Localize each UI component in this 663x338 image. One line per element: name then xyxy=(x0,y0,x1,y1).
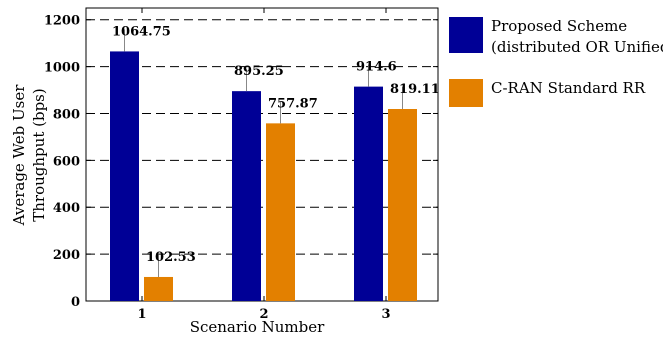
y-axis-label-line: Average Web User xyxy=(10,84,28,227)
legend-label-line: C-RAN Standard RR xyxy=(491,79,646,97)
y-tick-label: 1000 xyxy=(44,61,80,76)
legend-swatch-proposed xyxy=(449,17,483,53)
y-axis-label-line: Throughput (bps) xyxy=(30,88,48,221)
data-label: 914.6 xyxy=(356,60,397,75)
y-tick-label: 1200 xyxy=(44,14,80,29)
legend: Proposed Scheme (distributed OR Unified) C… xyxy=(447,9,663,107)
x-tick-label: 1 xyxy=(137,307,146,322)
bar-proposed-3 xyxy=(354,86,383,301)
y-tick-label: 200 xyxy=(53,248,80,263)
data-labels: 1064.75 102.53 895.25 757.87 914.6 819.11 xyxy=(112,24,440,265)
y-axis-label: Average Web User Throughput (bps) xyxy=(10,84,48,227)
bar-proposed-2 xyxy=(232,91,261,301)
y-tick-label: 600 xyxy=(53,154,80,169)
x-tick-label: 3 xyxy=(381,307,390,322)
y-tick-label: 400 xyxy=(53,201,80,216)
data-label: 102.53 xyxy=(146,250,196,265)
legend-label-cran: C-RAN Standard RR xyxy=(491,79,646,97)
data-label: 1064.75 xyxy=(112,24,171,39)
label-leaders xyxy=(124,29,403,277)
y-tick-label: 0 xyxy=(71,295,80,310)
legend-label-proposed: Proposed Scheme (distributed OR Unified) xyxy=(491,17,663,56)
y-tick-labels: 0 200 400 600 800 1000 1200 xyxy=(44,14,80,310)
legend-label-line: Proposed Scheme xyxy=(491,17,627,35)
bars xyxy=(110,51,417,302)
grid-lines xyxy=(86,19,438,302)
data-label: 757.87 xyxy=(268,96,318,111)
y-tick-label: 800 xyxy=(53,107,80,122)
x-tick-label: 2 xyxy=(259,307,268,322)
bar-proposed-1 xyxy=(110,51,139,301)
x-tick-labels: 1 2 3 xyxy=(137,8,391,322)
bar-cran-1 xyxy=(144,276,173,301)
bar-cran-2 xyxy=(266,123,295,301)
data-label: 895.25 xyxy=(234,64,284,79)
data-label: 819.11 xyxy=(390,82,440,97)
bar-cran-3 xyxy=(388,109,417,302)
legend-swatch-cran xyxy=(449,79,483,107)
legend-label-line: (distributed OR Unified) xyxy=(491,38,663,56)
x-axis-label: Scenario Number xyxy=(190,318,325,336)
